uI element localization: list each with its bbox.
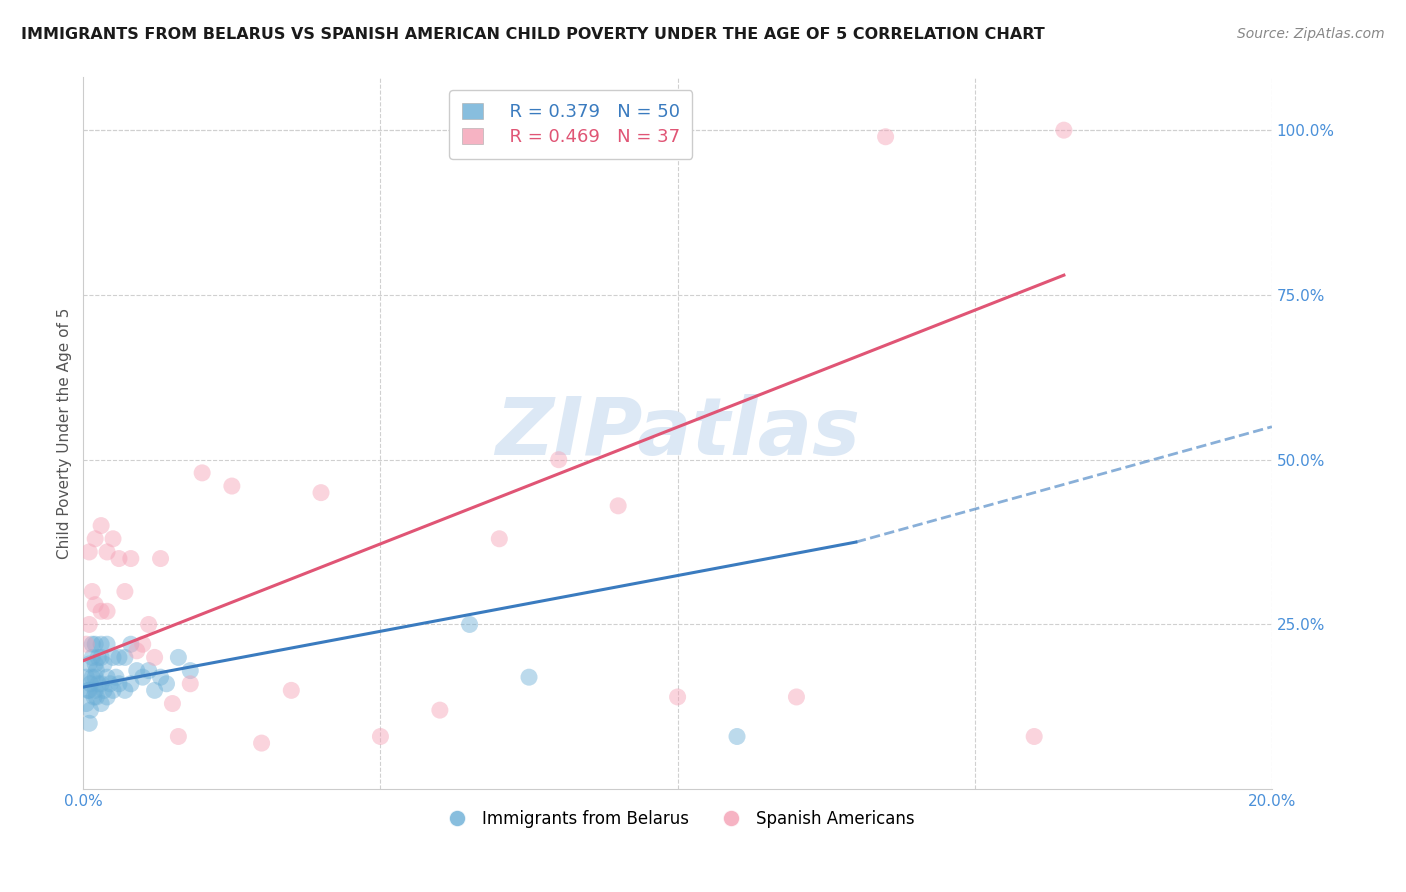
Point	[108, 677, 131, 691]
Point	[96, 637, 118, 651]
Point	[82, 670, 104, 684]
Text: IMMIGRANTS FROM BELARUS VS SPANISH AMERICAN CHILD POVERTY UNDER THE AGE OF 5 COR: IMMIGRANTS FROM BELARUS VS SPANISH AMERI…	[21, 27, 1045, 42]
Point	[79, 703, 101, 717]
Point	[179, 664, 201, 678]
Point	[77, 716, 100, 731]
Y-axis label: Child Poverty Under the Age of 5: Child Poverty Under the Age of 5	[58, 308, 72, 559]
Point	[82, 650, 104, 665]
Point	[221, 479, 243, 493]
Point	[120, 637, 142, 651]
Point	[90, 677, 112, 691]
Point	[86, 690, 108, 704]
Point	[162, 697, 184, 711]
Point	[725, 730, 748, 744]
Point	[167, 730, 190, 744]
Point	[138, 617, 160, 632]
Point	[488, 532, 510, 546]
Point	[132, 637, 155, 651]
Text: Source: ZipAtlas.com: Source: ZipAtlas.com	[1237, 27, 1385, 41]
Point	[250, 736, 273, 750]
Point	[125, 644, 148, 658]
Point	[77, 617, 100, 632]
Point	[108, 650, 131, 665]
Point	[149, 670, 172, 684]
Point	[84, 598, 107, 612]
Point	[179, 677, 201, 691]
Point	[77, 683, 100, 698]
Point	[79, 677, 101, 691]
Point	[96, 545, 118, 559]
Point	[191, 466, 214, 480]
Point	[82, 584, 104, 599]
Point	[149, 551, 172, 566]
Point	[90, 697, 112, 711]
Point	[96, 604, 118, 618]
Point	[517, 670, 540, 684]
Point	[120, 677, 142, 691]
Point	[1024, 730, 1046, 744]
Point	[309, 485, 332, 500]
Point	[93, 657, 115, 671]
Point	[84, 532, 107, 546]
Point	[666, 690, 689, 704]
Point	[96, 670, 118, 684]
Point	[90, 518, 112, 533]
Point	[82, 637, 104, 651]
Point	[77, 683, 100, 698]
Legend: Immigrants from Belarus, Spanish Americans: Immigrants from Belarus, Spanish America…	[434, 803, 921, 834]
Text: ZIPatlas: ZIPatlas	[495, 394, 860, 473]
Point	[93, 683, 115, 698]
Point	[138, 664, 160, 678]
Point	[84, 637, 107, 651]
Point	[101, 650, 124, 665]
Point	[101, 532, 124, 546]
Point	[101, 683, 124, 698]
Point	[120, 551, 142, 566]
Point	[125, 664, 148, 678]
Point	[114, 584, 136, 599]
Point	[132, 670, 155, 684]
Point	[104, 670, 127, 684]
Point	[429, 703, 451, 717]
Point	[370, 730, 392, 744]
Point	[875, 129, 897, 144]
Point	[84, 683, 107, 698]
Point	[114, 650, 136, 665]
Point	[84, 657, 107, 671]
Point	[87, 677, 110, 691]
Point	[77, 657, 100, 671]
Point	[143, 650, 166, 665]
Point	[114, 683, 136, 698]
Point	[75, 670, 97, 684]
Point	[108, 551, 131, 566]
Point	[96, 690, 118, 704]
Point	[77, 545, 100, 559]
Point	[607, 499, 630, 513]
Point	[167, 650, 190, 665]
Point	[83, 690, 105, 704]
Point	[280, 683, 302, 698]
Point	[90, 604, 112, 618]
Point	[75, 637, 97, 651]
Point	[86, 664, 108, 678]
Point	[143, 683, 166, 698]
Point	[155, 677, 177, 691]
Point	[87, 650, 110, 665]
Point	[458, 617, 481, 632]
Point	[547, 452, 569, 467]
Point	[90, 650, 112, 665]
Point	[75, 697, 97, 711]
Point	[84, 670, 107, 684]
Point	[90, 637, 112, 651]
Point	[98, 677, 121, 691]
Point	[1053, 123, 1076, 137]
Point	[785, 690, 807, 704]
